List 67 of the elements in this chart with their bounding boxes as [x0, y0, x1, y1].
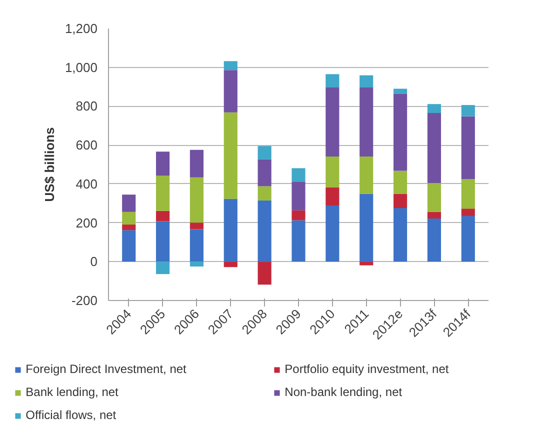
y-tick-label: -200	[71, 293, 98, 308]
y-tick-label: 0	[90, 254, 98, 270]
legend-label: Official flows, net	[26, 408, 118, 422]
bar	[360, 156, 374, 194]
bar	[156, 152, 170, 176]
bar	[122, 230, 136, 262]
bar	[224, 198, 238, 262]
bar	[394, 194, 408, 208]
legend-label: Foreign Direct Investment, net	[26, 362, 188, 376]
bar	[190, 177, 204, 223]
bar	[427, 113, 441, 183]
bar	[360, 194, 374, 262]
y-axis-title: US$ billions	[42, 127, 57, 202]
bar	[461, 208, 475, 216]
bar	[224, 262, 238, 268]
bar	[258, 262, 272, 285]
bar	[156, 262, 170, 274]
bar	[461, 116, 475, 180]
bar	[258, 159, 272, 186]
bar	[292, 220, 306, 262]
bar	[427, 182, 441, 212]
bar	[122, 194, 136, 212]
bar	[360, 262, 374, 266]
bar	[394, 208, 408, 262]
bar	[224, 61, 238, 70]
bar	[461, 179, 475, 209]
bar	[326, 156, 340, 188]
legend-label: Non-bank lending, net	[284, 385, 404, 399]
y-tick-label: 400	[76, 176, 98, 192]
y-tick-label: 800	[76, 98, 98, 114]
bar	[190, 262, 204, 266]
bar	[258, 146, 272, 160]
bar	[156, 176, 170, 211]
bar	[360, 75, 374, 88]
bar	[224, 112, 238, 199]
bar	[326, 74, 340, 88]
bar	[394, 88, 408, 94]
bar	[292, 182, 306, 210]
bar	[427, 212, 441, 219]
legend-label: Bank lending, net	[26, 385, 120, 399]
bar	[258, 200, 272, 262]
bar	[122, 212, 136, 225]
bar	[427, 218, 441, 262]
bar	[427, 104, 441, 114]
legend-label: Portfolio equity investment, net	[284, 362, 450, 376]
bar	[190, 229, 204, 262]
bar	[258, 186, 272, 200]
bar	[292, 168, 306, 182]
bar	[156, 210, 170, 222]
bar	[394, 170, 408, 194]
bar	[156, 221, 170, 262]
bar	[461, 216, 475, 262]
y-tick-label: 1,200	[64, 21, 98, 36]
bar	[292, 210, 306, 220]
bar	[326, 187, 340, 206]
bar	[360, 87, 374, 157]
y-tick-label: 200	[76, 215, 98, 230]
bar	[122, 224, 136, 230]
bar	[190, 150, 204, 178]
bar	[394, 94, 408, 171]
y-tick-label: 600	[76, 138, 98, 153]
bar	[461, 105, 475, 116]
bar	[326, 205, 340, 262]
y-tick-label: 1,000	[64, 60, 98, 75]
bar	[224, 70, 238, 112]
bar	[326, 87, 340, 157]
bar	[190, 222, 204, 230]
